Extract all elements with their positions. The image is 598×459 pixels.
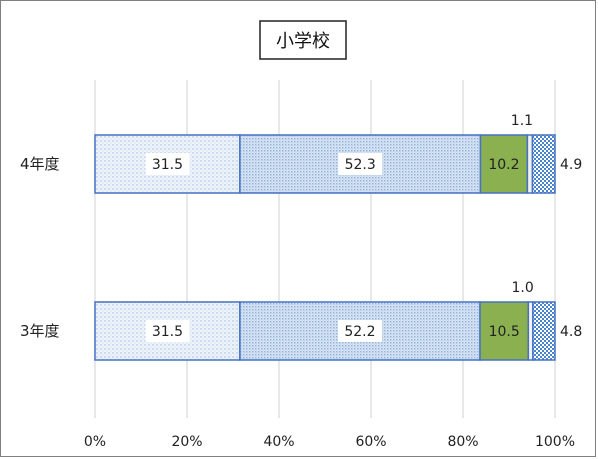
gridlines — [94, 80, 556, 418]
value-label: 52.3 — [345, 157, 376, 173]
value-label-bg — [482, 320, 527, 342]
value-label: 31.5 — [152, 157, 183, 173]
value-label: 10.5 — [489, 324, 520, 340]
labels: 0% 20% 40% 60% 80% 100% 4年度 31.5 52.3 10.2 1.1 4.9 3… — [20, 113, 582, 450]
value-label: 31.5 — [152, 324, 183, 340]
bar-segment — [531, 134, 556, 194]
x-tick-label: 100% — [535, 434, 575, 450]
value-label-bg — [337, 320, 382, 342]
bar-segment — [532, 301, 556, 361]
value-label-bg — [145, 320, 190, 342]
value-label: 4.8 — [560, 324, 582, 340]
bar-segment — [526, 134, 534, 194]
x-tick-label: 40% — [263, 434, 294, 450]
value-label: 10.2 — [488, 157, 519, 173]
bars — [94, 134, 556, 361]
category-label: 3年度 — [20, 322, 60, 340]
x-tick-label: 60% — [355, 434, 386, 450]
value-label: 4.9 — [560, 157, 582, 173]
value-label-bg — [145, 153, 190, 175]
chart-title: 小学校 — [276, 31, 330, 52]
chart-title-group: 小学校 — [259, 20, 347, 60]
value-label: 1.0 — [511, 280, 533, 296]
value-label-bg — [338, 153, 383, 175]
x-tick-label: 0% — [84, 434, 106, 450]
value-label: 1.1 — [511, 113, 533, 129]
value-label-bg — [481, 153, 526, 175]
value-label: 52.2 — [344, 324, 375, 340]
chart-title-box — [259, 20, 347, 60]
category-label: 4年度 — [20, 155, 60, 173]
x-tick-label: 20% — [171, 434, 202, 450]
x-tick-label: 80% — [447, 434, 478, 450]
